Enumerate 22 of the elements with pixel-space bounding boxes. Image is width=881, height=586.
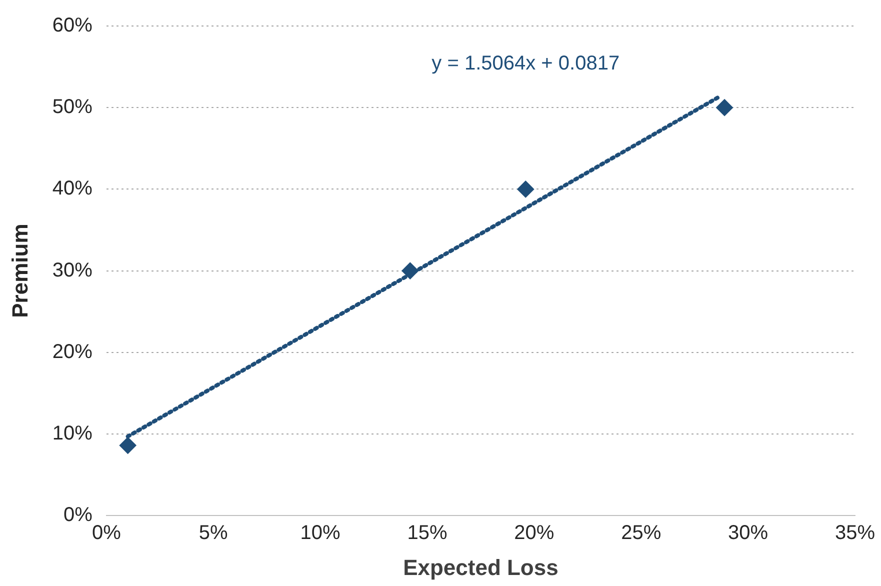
annotation: y = 1.5064x + 0.0817 [432,52,620,75]
y-tick-label: 10% [52,422,93,445]
y-tick-label: 20% [52,340,93,363]
x-tick-label: 25% [621,522,662,544]
x-tick-label: 35% [834,522,876,544]
point [402,262,419,280]
y-tick-label: 60% [52,14,93,37]
x-tick-label: 0% [92,522,122,544]
x-tick-label: 5% [198,522,228,544]
x-axis-title: Expected Loss [403,554,558,580]
y-axis-title: Premium [7,224,32,318]
point [517,180,534,198]
x-tick-label: 20% [514,522,554,544]
x-tick-label: 15% [407,522,448,544]
y-tick-label: 40% [52,178,93,200]
point [119,436,136,454]
y-tick-label: 0% [64,504,93,526]
x-tick-label: 10% [300,522,341,544]
y-tick-label: 50% [52,96,93,118]
x-tick-label: 30% [728,522,768,544]
point [716,99,734,116]
y-tick-label: 30% [52,259,93,282]
